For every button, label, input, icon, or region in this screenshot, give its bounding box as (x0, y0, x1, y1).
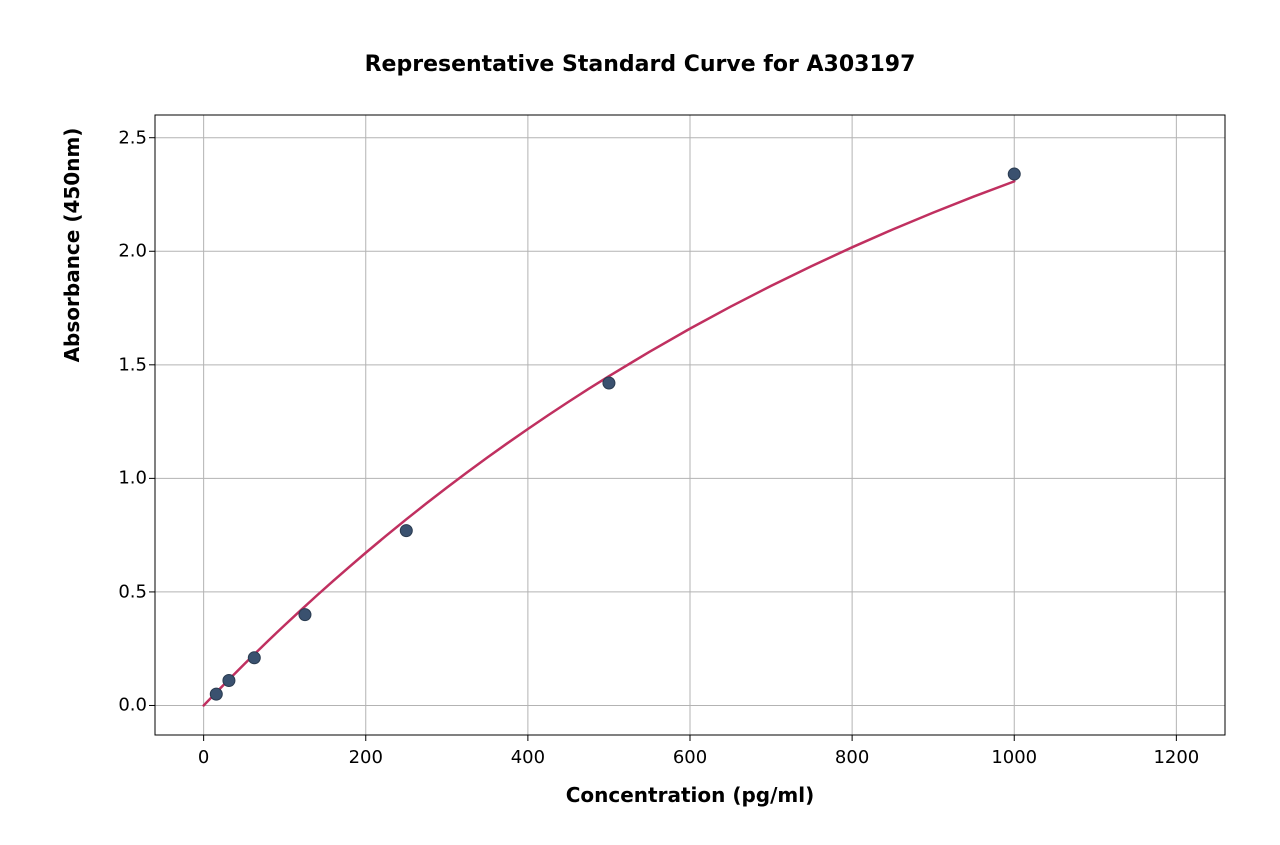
chart-container: Representative Standard Curve for A30319… (0, 0, 1280, 845)
y-tick-label: 2.0 (107, 241, 147, 262)
x-axis-label: Concentration (pg/ml) (155, 783, 1225, 807)
y-axis-label: Absorbance (450nm) (60, 0, 84, 555)
y-tick-label: 1.0 (107, 468, 147, 489)
y-tick-label: 0.5 (107, 581, 147, 602)
data-point (248, 652, 260, 664)
x-tick-label: 400 (511, 747, 545, 768)
x-tick-label: 600 (673, 747, 707, 768)
data-point (1008, 168, 1020, 180)
plot-area (155, 115, 1225, 735)
chart-title: Representative Standard Curve for A30319… (0, 52, 1280, 77)
x-tick-label: 800 (835, 747, 869, 768)
x-tick-label: 0 (198, 747, 209, 768)
plot-svg (155, 115, 1225, 735)
data-point (223, 674, 235, 686)
x-tick-label: 1000 (991, 747, 1037, 768)
x-tick-label: 200 (349, 747, 383, 768)
data-point (210, 688, 222, 700)
data-point (400, 525, 412, 537)
x-tick-label: 1200 (1153, 747, 1199, 768)
data-point (603, 377, 615, 389)
fit-curve (204, 181, 1015, 705)
data-point (299, 609, 311, 621)
y-tick-label: 1.5 (107, 354, 147, 375)
y-tick-label: 2.5 (107, 127, 147, 148)
y-tick-label: 0.0 (107, 695, 147, 716)
